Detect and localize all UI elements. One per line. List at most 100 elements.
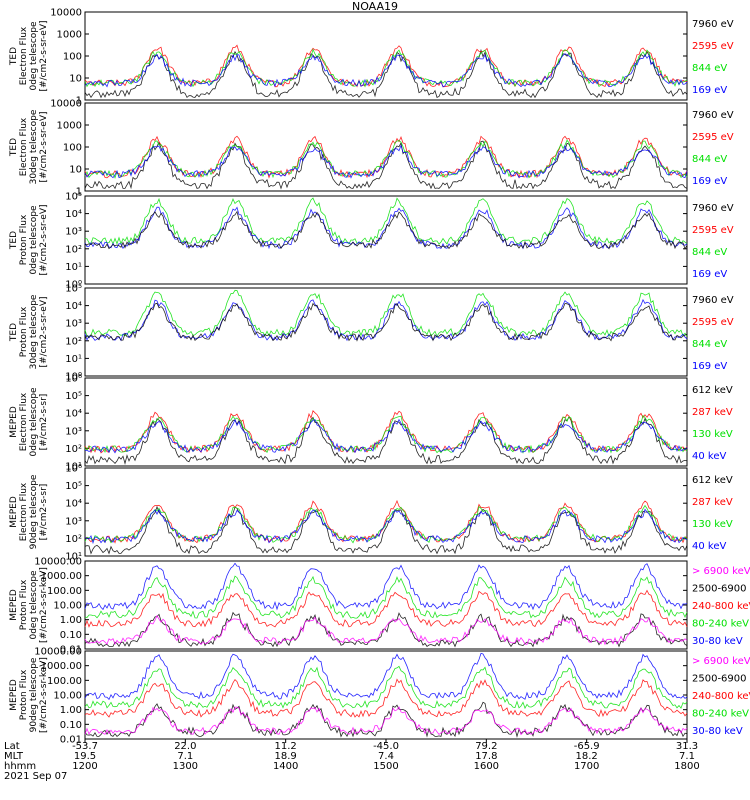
flux-trace-magenta [84, 614, 688, 646]
x-row-label: Lat [4, 741, 20, 752]
y-tick-label: 10⁴ [65, 499, 82, 510]
y-axis-label-line: Electron Flux [19, 482, 29, 541]
y-axis-label-line: MEPED [9, 406, 19, 438]
y-axis-label: TED Electron Flux 0deg telescope [#/cm2-s-s… [9, 21, 49, 92]
x-tick-label: -53.7 [72, 741, 98, 752]
y-tick-label: 10 [69, 74, 82, 85]
y-axis-label: TED Proton Flux 0deg telescope [#/cm2-s-sr-… [9, 205, 49, 276]
y-tick-label: 10³ [65, 426, 82, 437]
y-axis-label-line: Proton Flux [19, 669, 29, 720]
y-axis-label-line: 90deg telescope [29, 474, 39, 549]
panel-8: 10000.00 1000.00 100.00 10.00 1.00 0.10 0.01 ME… [9, 647, 750, 746]
panel-6: 10⁶ 10⁵ 10⁴ 10³ 10² 10¹ MEPED Electron Flux 90de… [9, 464, 733, 563]
y-tick-label: 10000 [50, 8, 82, 19]
x-tick-label: 11.2 [275, 741, 297, 752]
x-tick-label: 1600 [474, 761, 499, 772]
y-axis-label: TED Electron Flux 30deg telescope [#/cm2-s-… [9, 109, 49, 184]
y-tick-label: 10.00 [53, 691, 82, 702]
y-tick-label: 0.01 [60, 645, 82, 656]
y-axis-label-line: [#/cm2-s-sr] [39, 394, 49, 451]
y-tick-label: 10000 [50, 99, 82, 110]
plot-frame [84, 287, 688, 377]
y-tick-label: 1 [76, 96, 82, 107]
panel-4: 10⁵ 10⁴ 10³ 10² 10¹ 10⁰ TED Proton Flux 30deg te… [9, 284, 734, 383]
x-tick-label: 18.9 [275, 751, 297, 762]
x-row-label: hhmm [4, 761, 36, 772]
flux-trace-magenta [84, 706, 688, 736]
y-tick-label: 1000 [57, 30, 82, 41]
x-tick-label: 79.2 [475, 741, 497, 752]
legend-entry: 844 eV [692, 154, 727, 165]
legend-entry: 7960 eV [692, 110, 734, 121]
x-tick-label: 1300 [173, 761, 198, 772]
y-tick-label: 10³ [65, 319, 82, 330]
legend-entry: 80-240 keV [692, 619, 749, 630]
y-tick-label: 10¹ [65, 354, 82, 365]
flux-trace-green [84, 575, 688, 619]
y-axis-label: MEPED Electron Flux 0deg telescope [#/cm2-s… [9, 387, 49, 457]
flux-trace-green [84, 414, 688, 454]
flux-trace-red [84, 135, 688, 179]
y-axis-label-line: Electron Flux [19, 392, 29, 451]
panel-1: 10000 1000 100 10 1 TED Electron Flux 0deg tele… [9, 8, 734, 107]
y-axis-label-line: [#/cm2-s-sr-eV] [39, 112, 49, 183]
y-tick-label: 10⁴ [65, 301, 82, 312]
y-axis-label-line: [#/cm2-s-sr-eV] [39, 297, 49, 368]
x-tick-label: 1800 [674, 761, 699, 772]
y-axis-label: MEPED Proton Flux 0deg telescope [#/cm2-s-s… [9, 567, 49, 643]
legend-entry: 287 keV [692, 407, 733, 418]
flux-trace-blue [84, 508, 688, 545]
y-tick-label: 100.00 [47, 676, 82, 687]
y-tick-label: 10000.00 [34, 647, 82, 658]
legend-entry: 80-240 keV [692, 709, 749, 720]
y-tick-label: 10⁵ [65, 192, 82, 203]
flux-trace-green [84, 289, 688, 338]
x-tick-label: 22.0 [174, 741, 196, 752]
flux-traces [84, 410, 688, 465]
y-axis-label-line: TED [9, 138, 19, 157]
y-axis-label-line: [#/cm2-s-sr-keV] [39, 657, 49, 733]
legend-entry: 7960 eV [692, 19, 734, 30]
legend-entry: 287 keV [692, 497, 733, 508]
x-tick-label: 1400 [273, 761, 298, 772]
y-tick-label: 0.10 [60, 720, 82, 731]
y-tick-label: 10⁴ [65, 409, 82, 420]
y-tick-label: 10² [65, 244, 82, 255]
y-tick-label: 10 [69, 165, 82, 176]
flux-trace-blue [85, 418, 688, 454]
legend-entry: 130 keV [692, 519, 733, 530]
y-axis-label-line: [#/cm2-s-sr-keV] [39, 567, 49, 643]
x-tick-label: -65.9 [574, 741, 600, 752]
flux-trace-black [84, 302, 688, 342]
y-tick-label: 1000 [57, 121, 82, 132]
flux-trace-black [84, 505, 688, 555]
y-axis-label-line: 0deg telescope [29, 21, 39, 91]
flux-traces [84, 652, 688, 738]
flux-trace-blue [84, 298, 688, 342]
flux-trace-blue [84, 652, 688, 701]
x-row-label: MLT [4, 751, 24, 762]
y-axis-label-line: Electron Flux [19, 26, 29, 85]
y-tick-label: 10² [65, 444, 82, 455]
legend-entry: 169 eV [692, 269, 727, 280]
y-tick-label: 10⁰ [65, 372, 82, 383]
x-tick-label: 17.8 [475, 751, 497, 762]
legend-entry: 844 eV [692, 339, 727, 350]
y-tick-label: 10¹ [65, 462, 82, 473]
y-tick-label: 10⁰ [65, 280, 82, 291]
y-tick-label: 1000.00 [41, 571, 82, 582]
y-tick-label: 0.10 [60, 630, 82, 641]
flux-trace-red [84, 410, 688, 454]
plot-frame [84, 11, 688, 101]
y-axis-label-line: MEPED [9, 679, 19, 711]
legend-entry: > 6900 keV [692, 566, 750, 577]
flux-traces [84, 135, 688, 190]
legend-entry: 2595 eV [692, 41, 734, 52]
y-tick-label: 10² [65, 336, 82, 347]
plot-frame [84, 377, 688, 467]
legend-entry: 240-800 keV [692, 601, 750, 612]
y-axis-label-line: MEPED [9, 589, 19, 621]
legend-entry: 612 keV [692, 385, 733, 396]
legend-entry: 169 eV [692, 85, 727, 96]
flux-traces [84, 562, 688, 648]
